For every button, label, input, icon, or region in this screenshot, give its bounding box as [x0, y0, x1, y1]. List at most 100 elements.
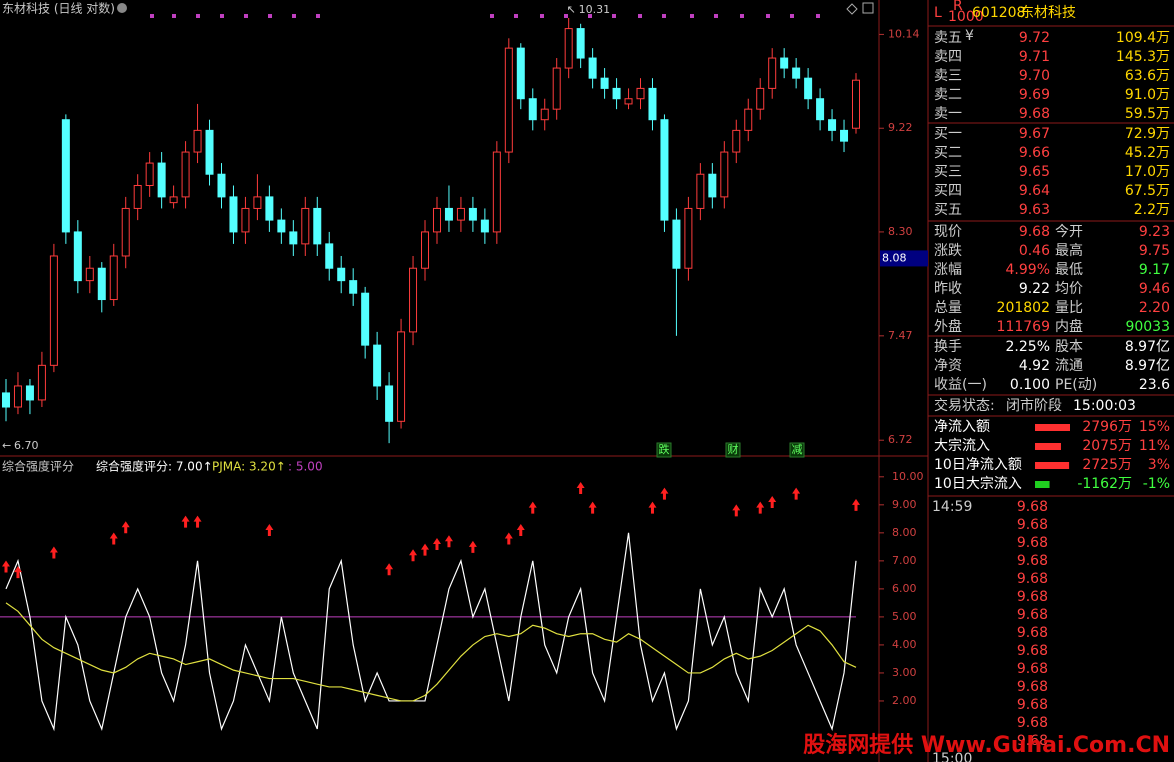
- signal-arrow: [576, 482, 585, 495]
- stat-key: 今开: [1055, 224, 1083, 240]
- stat-key: 最高: [1055, 242, 1083, 259]
- y-tick-label: 8.30: [888, 225, 913, 238]
- signal-arrow: [468, 540, 477, 553]
- candle-body: [648, 87, 657, 121]
- candle-body: [768, 57, 777, 89]
- flow-label: 大宗流入: [934, 438, 990, 454]
- candle-body: [265, 196, 274, 221]
- stat-value: 90033: [1125, 319, 1170, 335]
- signal-arrow: [181, 515, 190, 528]
- top-dot: [490, 14, 494, 18]
- ask-label: 卖二: [934, 87, 962, 103]
- status-label: 交易状态:: [934, 397, 995, 414]
- bid-label: 买五: [934, 202, 962, 218]
- candle-body: [672, 219, 681, 269]
- ask-price: 9.69: [1019, 87, 1050, 103]
- stat-key: 量比: [1055, 300, 1083, 316]
- indicator-line: [5, 602, 857, 702]
- candle-body: [480, 219, 489, 233]
- top-dot: [292, 14, 296, 18]
- signal-arrow: [432, 538, 441, 551]
- ask-label: 卖五: [934, 30, 962, 46]
- stock-code: 601208: [972, 5, 1025, 21]
- stat-value: 9.46: [1139, 281, 1170, 297]
- signal-arrow: [193, 515, 202, 528]
- stat-value: 201802: [997, 300, 1050, 316]
- candle-body: [600, 77, 609, 89]
- y-tick-label: 10.14: [888, 27, 920, 40]
- top-dot: [244, 14, 248, 18]
- top-dot: [662, 14, 666, 18]
- tick-price: 9.68: [1017, 643, 1048, 659]
- bid-price: 9.66: [1019, 145, 1050, 161]
- candle-body: [157, 162, 166, 198]
- watermark: 股海网提供 Www.Guhai.Com.CN: [803, 732, 1170, 758]
- candle-body: [37, 364, 46, 401]
- stat-key: 收益(一): [934, 377, 987, 393]
- candle-body: [241, 207, 250, 233]
- stat-value: 4.92: [1019, 358, 1050, 374]
- menu-icon[interactable]: [117, 3, 127, 13]
- stat-value: 9.68: [1019, 224, 1050, 240]
- candle-body: [97, 267, 106, 301]
- max-arrow: ↖: [567, 3, 576, 16]
- signal-arrow: [2, 560, 10, 573]
- flow-bar: [1035, 424, 1070, 431]
- candle-body: [612, 87, 621, 100]
- signal-arrow: [648, 501, 657, 514]
- signal-arrow: [732, 504, 741, 517]
- candle-body: [468, 207, 477, 221]
- legend-entry: PJMA: 3.20↑: [212, 460, 286, 474]
- tick-price: 9.68: [1017, 679, 1048, 695]
- y-tick-label: 8.00: [892, 526, 917, 539]
- tick-price: 9.68: [1017, 715, 1048, 731]
- candle-body: [385, 385, 394, 422]
- ask-label: 卖一: [934, 106, 962, 122]
- status-time: 15:00:03: [1073, 398, 1136, 414]
- stat-key: 净资: [934, 358, 962, 374]
- close-icon: [862, 2, 874, 14]
- bid-volume: 67.5万: [1125, 183, 1170, 199]
- top-dot: [740, 14, 744, 18]
- flag: L: [934, 5, 942, 21]
- tick-price: 9.68: [1017, 697, 1048, 713]
- top-dot: [690, 14, 694, 18]
- y-tick-label: 9.00: [892, 498, 917, 511]
- flow-amount: -1162万: [1077, 476, 1132, 492]
- bid-volume: 45.2万: [1125, 145, 1170, 161]
- candle-body: [792, 67, 801, 79]
- y-tick-label: 5.00: [892, 610, 917, 623]
- stat-value: 2.20: [1139, 300, 1170, 316]
- candle-body: [325, 243, 334, 269]
- tick-price: 9.68: [1017, 499, 1048, 515]
- candle-body: [409, 267, 418, 333]
- flow-amount: 2075万: [1082, 438, 1132, 454]
- tick-time: 15:00: [932, 751, 972, 762]
- y-tick-label: 6.72: [888, 433, 913, 446]
- bid-label: 买三: [934, 164, 962, 180]
- tick-price: 9.68: [1017, 589, 1048, 605]
- stat-value: 8.97亿: [1125, 358, 1170, 374]
- candle-body: [708, 173, 717, 198]
- event-box: [789, 442, 805, 458]
- flow-label: 净流入额: [934, 419, 990, 435]
- signal-arrow: [756, 501, 765, 514]
- signal-arrow: [49, 546, 58, 559]
- ask-price: 9.71: [1019, 49, 1050, 65]
- candle-body: [660, 119, 669, 221]
- ask-volume: 145.3万: [1116, 49, 1170, 65]
- stat-value: 8.97亿: [1125, 339, 1170, 355]
- flow-label: 10日净流入额: [934, 457, 1022, 473]
- candle-body: [397, 331, 406, 422]
- candle-body: [361, 292, 370, 346]
- candle-body: [229, 196, 238, 233]
- y-tick-label: 2.00: [892, 694, 917, 707]
- chart-title: 东材科技 (日线 对数): [2, 1, 115, 16]
- stat-key: 换手: [934, 338, 962, 355]
- bid-label: 买一: [934, 126, 962, 142]
- stat-key: 最低: [1055, 262, 1083, 278]
- candle-body: [528, 98, 537, 121]
- candle-body: [301, 207, 310, 245]
- stat-key: 涨幅: [934, 262, 962, 278]
